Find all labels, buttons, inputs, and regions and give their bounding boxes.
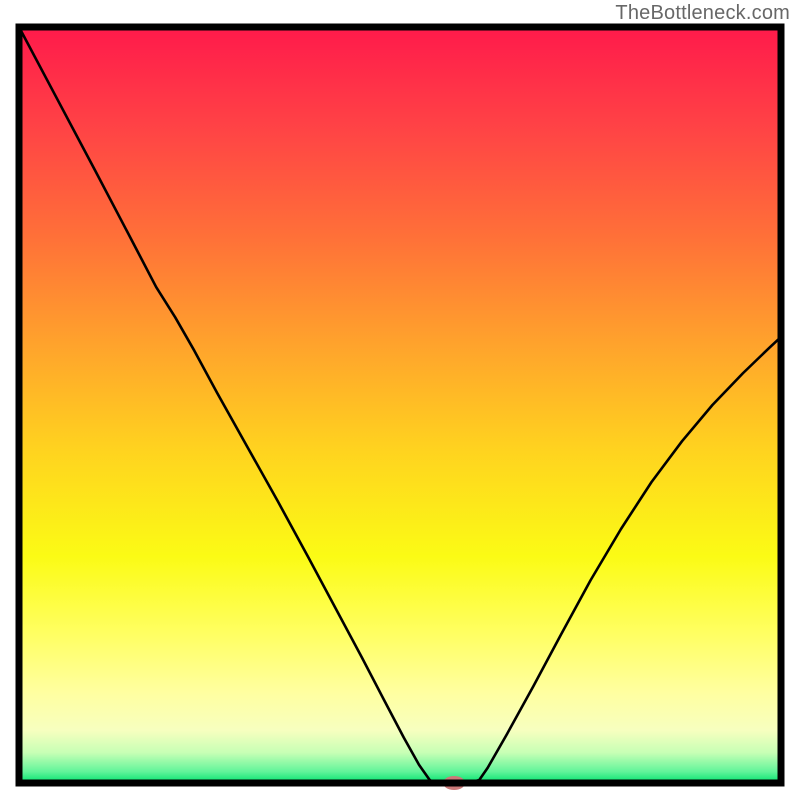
gradient-background (19, 27, 781, 783)
chart-frame: TheBottleneck.com (0, 0, 800, 800)
chart-svg (0, 0, 800, 800)
watermark-text: TheBottleneck.com (615, 2, 790, 25)
